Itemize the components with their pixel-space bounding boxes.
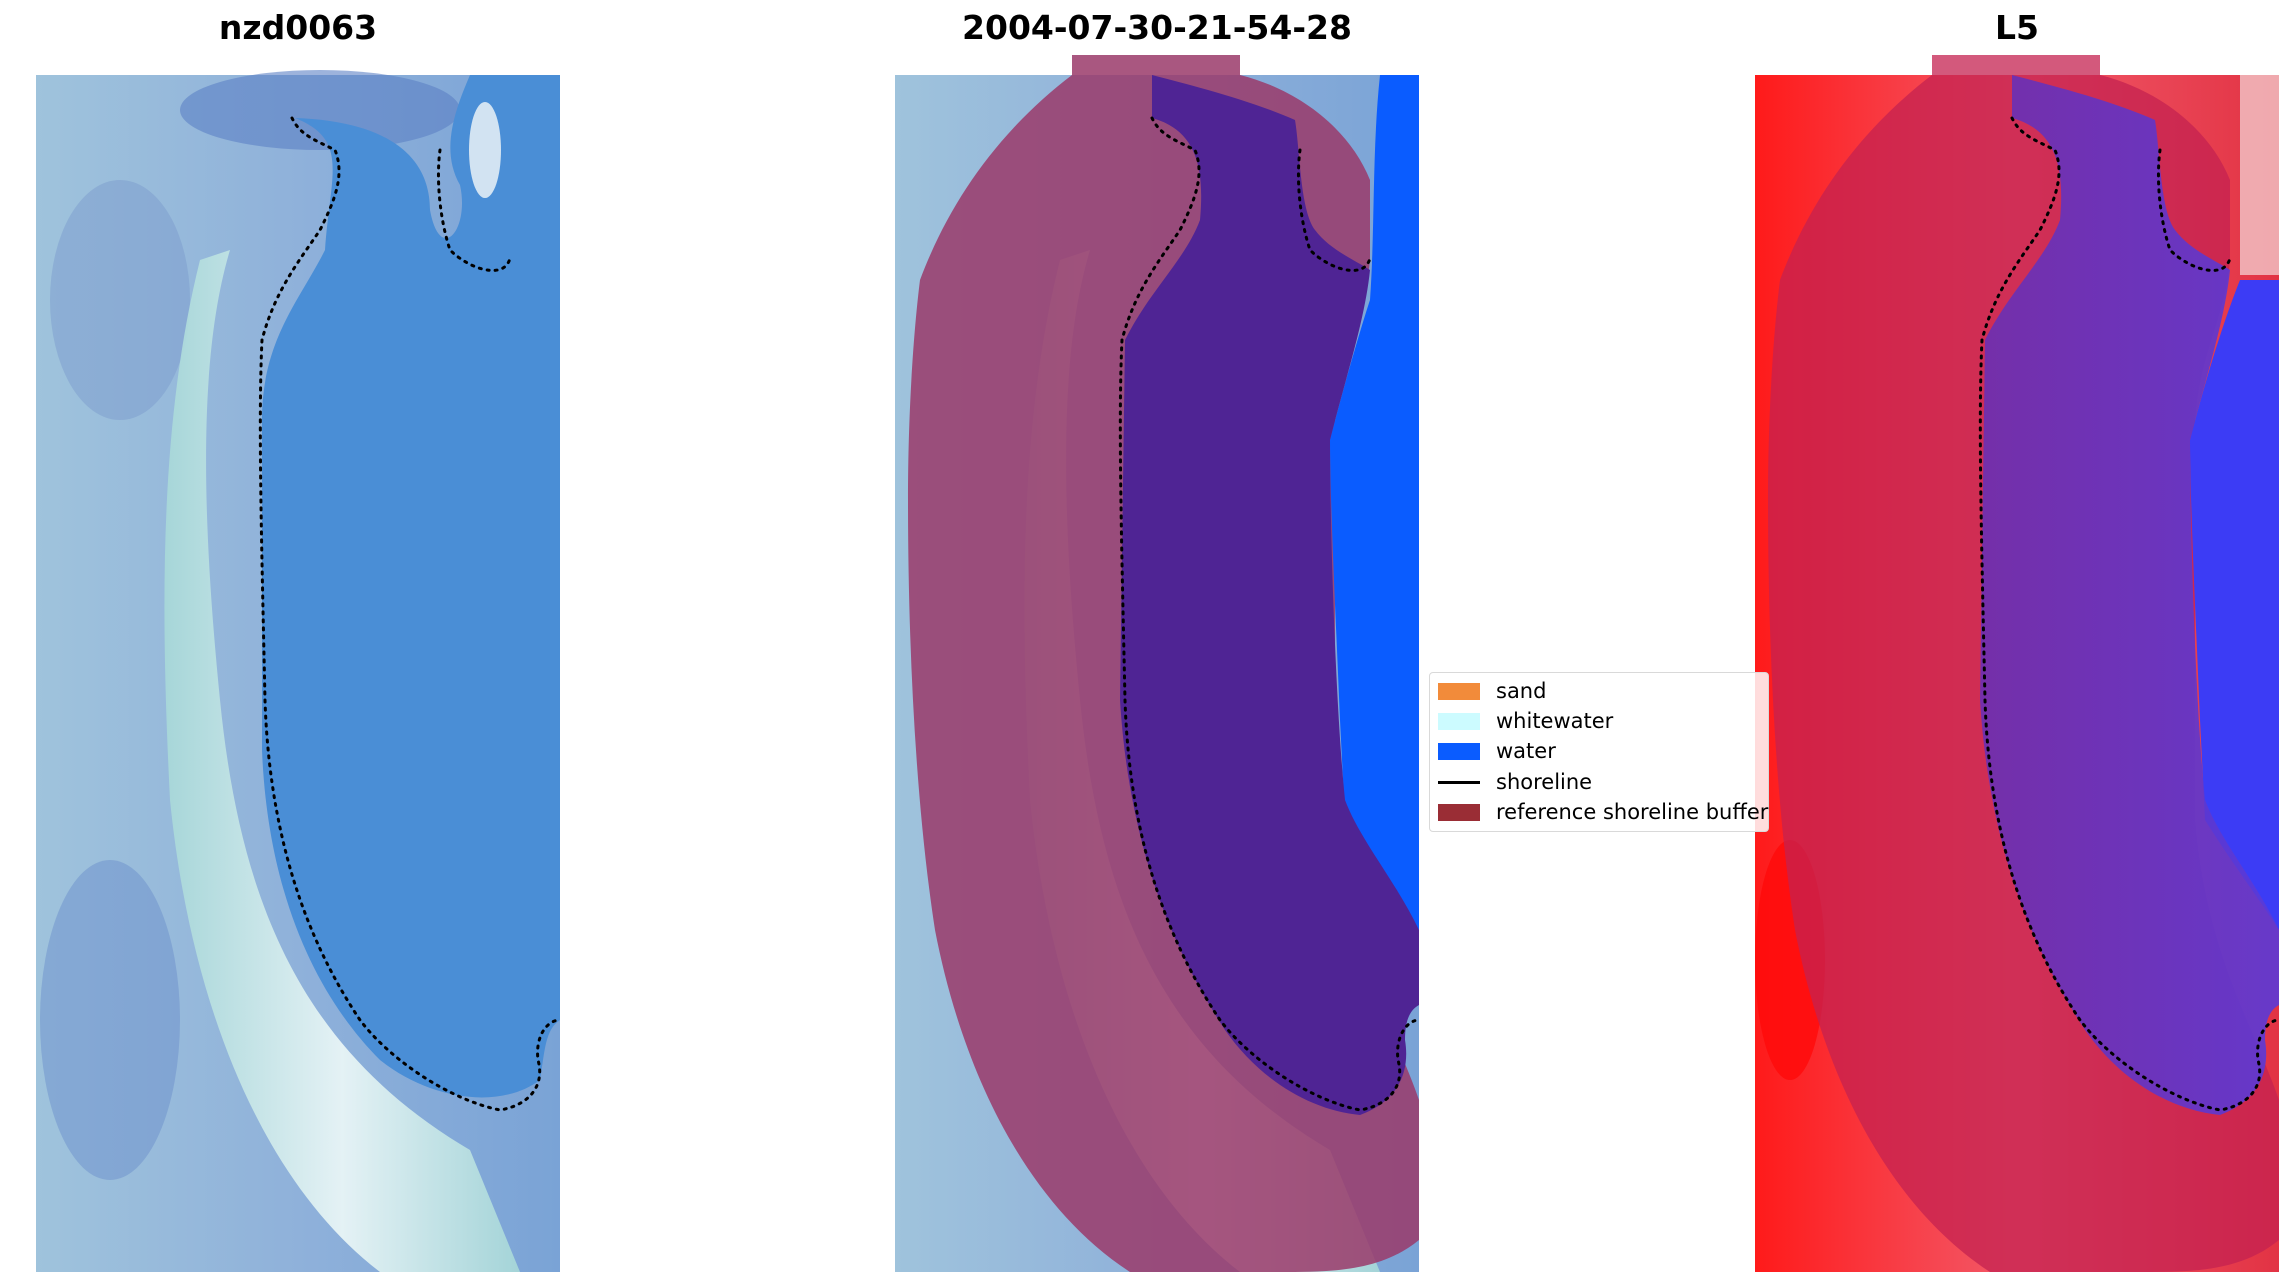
rgb-white-patch	[469, 102, 501, 198]
legend-label: sand	[1496, 679, 1547, 703]
classified-water-region	[1330, 75, 1419, 930]
panel-title-rgb: nzd0063	[218, 8, 378, 47]
legend-line-shoreline	[1438, 780, 1480, 784]
classified-shoreline	[1118, 116, 1421, 1112]
index-inner-water	[1980, 75, 2279, 1115]
legend-label: water	[1496, 739, 1556, 763]
index-light-corner	[2240, 75, 2279, 275]
legend-swatch-sand	[1438, 682, 1480, 700]
classified-panel	[895, 55, 1421, 1272]
index-shoreline	[1978, 116, 2281, 1112]
legend-item-shoreline: shoreline	[1438, 768, 1592, 796]
index-panel	[1755, 55, 2281, 1272]
rgb-image-panel	[36, 70, 562, 1272]
index-water-region	[2190, 280, 2279, 930]
rgb-land-texture	[40, 860, 180, 1180]
panel-title-index: L5	[1995, 8, 2039, 47]
rgb-water-area	[262, 75, 560, 1098]
legend-item-whitewater: whitewater	[1438, 707, 1613, 735]
legend-item-water: water	[1438, 737, 1556, 765]
legend-item-sand: sand	[1438, 677, 1546, 705]
rgb-land-texture	[50, 180, 190, 420]
legend-item-reference-buffer: reference shoreline buffer	[1438, 798, 1768, 826]
legend-swatch-whitewater	[1438, 712, 1480, 730]
legend: sand whitewater water shoreline referenc…	[1429, 672, 1769, 832]
classified-inner-water	[1120, 75, 1419, 1115]
rgb-beach-band	[164, 250, 520, 1272]
legend-label: whitewater	[1496, 709, 1614, 733]
rgb-land-texture	[180, 70, 460, 150]
legend-swatch-reference-buffer	[1438, 803, 1480, 821]
panel-title-classified: 2004-07-30-21-54-28	[962, 8, 1352, 47]
legend-label: reference shoreline buffer	[1496, 800, 1769, 824]
legend-swatch-water	[1438, 742, 1480, 760]
legend-label: shoreline	[1496, 770, 1593, 794]
rgb-shoreline	[258, 116, 562, 1112]
